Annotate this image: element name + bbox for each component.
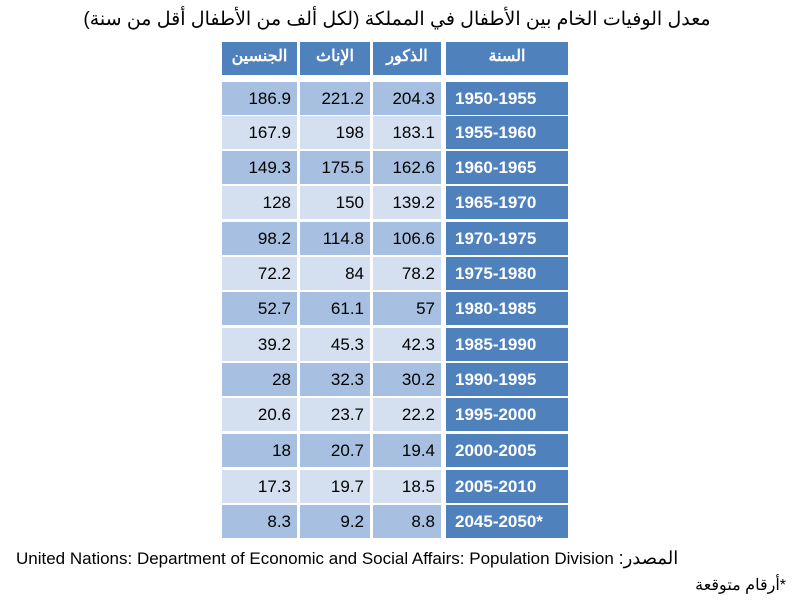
cell-both: 128 xyxy=(222,186,297,219)
table-row: 17.3 19.7 18.5 2005-2010 xyxy=(0,470,794,503)
table-row: 149.3 175.5 162.6 1960-1965 xyxy=(0,151,794,184)
header-male: الذكور xyxy=(373,42,441,75)
table-row: 186.9 221.2 204.3 1950-1955 xyxy=(0,82,794,115)
cell-year: 1990-1995 xyxy=(446,363,568,396)
source-text: United Nations: Department of Economic a… xyxy=(16,549,614,568)
table-row: 39.2 45.3 42.3 1985-1990 xyxy=(0,328,794,361)
source-line: United Nations: Department of Economic a… xyxy=(16,548,776,569)
cell-male: 42.3 xyxy=(373,328,441,361)
cell-male: 18.5 xyxy=(373,470,441,503)
source-label: المصدر: xyxy=(618,548,679,568)
cell-both: 72.2 xyxy=(222,257,297,290)
cell-male: 106.6 xyxy=(373,222,441,255)
cell-both: 20.6 xyxy=(222,398,297,431)
header-female: الإناث xyxy=(300,42,370,75)
cell-female: 20.7 xyxy=(300,434,370,467)
cell-year: 1970-1975 xyxy=(446,222,568,255)
cell-male: 162.6 xyxy=(373,151,441,184)
cell-both: 17.3 xyxy=(222,470,297,503)
table-row: 98.2 114.8 106.6 1970-1975 xyxy=(0,222,794,255)
cell-male: 57 xyxy=(373,292,441,325)
footnote: *أرقام متوقعة xyxy=(695,577,786,594)
cell-male: 30.2 xyxy=(373,363,441,396)
cell-female: 45.3 xyxy=(300,328,370,361)
cell-both: 149.3 xyxy=(222,151,297,184)
table-row: 18 20.7 19.4 2000-2005 xyxy=(0,434,794,467)
cell-year: 1965-1970 xyxy=(446,186,568,219)
cell-year: 1985-1990 xyxy=(446,328,568,361)
cell-both: 8.3 xyxy=(222,505,297,538)
table-row: 72.2 84 78.2 1975-1980 xyxy=(0,257,794,290)
cell-female: 9.2 xyxy=(300,505,370,538)
cell-year: 1960-1965 xyxy=(446,151,568,184)
table-row: 8.3 9.2 8.8 2045-2050* xyxy=(0,505,794,538)
table-row: 28 32.3 30.2 1990-1995 xyxy=(0,363,794,396)
cell-female: 19.7 xyxy=(300,470,370,503)
cell-female: 198 xyxy=(300,116,370,149)
cell-year: 2005-2010 xyxy=(446,470,568,503)
cell-female: 32.3 xyxy=(300,363,370,396)
cell-male: 204.3 xyxy=(373,82,441,115)
cell-both: 167.9 xyxy=(222,116,297,149)
cell-year: 2045-2050* xyxy=(446,505,568,538)
table-row: 167.9 198 183.1 1955-1960 xyxy=(0,116,794,149)
table-row: 128 150 139.2 1965-1970 xyxy=(0,186,794,219)
cell-male: 139.2 xyxy=(373,186,441,219)
cell-female: 23.7 xyxy=(300,398,370,431)
table-row: 52.7 61.1 57 1980-1985 xyxy=(0,292,794,325)
table-row: 20.6 23.7 22.2 1995-2000 xyxy=(0,398,794,431)
page-title: معدل الوفيات الخام بين الأطفال في المملك… xyxy=(83,9,711,30)
cell-male: 78.2 xyxy=(373,257,441,290)
header-both: الجنسين xyxy=(222,42,297,75)
header-year: السنة xyxy=(446,42,568,75)
cell-year: 1975-1980 xyxy=(446,257,568,290)
cell-male: 183.1 xyxy=(373,116,441,149)
cell-female: 221.2 xyxy=(300,82,370,115)
cell-both: 98.2 xyxy=(222,222,297,255)
cell-male: 22.2 xyxy=(373,398,441,431)
cell-both: 39.2 xyxy=(222,328,297,361)
cell-both: 28 xyxy=(222,363,297,396)
cell-female: 150 xyxy=(300,186,370,219)
cell-male: 8.8 xyxy=(373,505,441,538)
cell-year: 1980-1985 xyxy=(446,292,568,325)
cell-both: 52.7 xyxy=(222,292,297,325)
cell-female: 114.8 xyxy=(300,222,370,255)
cell-female: 84 xyxy=(300,257,370,290)
cell-both: 186.9 xyxy=(222,82,297,115)
cell-year: 2000-2005 xyxy=(446,434,568,467)
cell-both: 18 xyxy=(222,434,297,467)
cell-female: 61.1 xyxy=(300,292,370,325)
cell-year: 1955-1960 xyxy=(446,116,568,149)
cell-year: 1950-1955 xyxy=(446,82,568,115)
cell-female: 175.5 xyxy=(300,151,370,184)
cell-male: 19.4 xyxy=(373,434,441,467)
cell-year: 1995-2000 xyxy=(446,398,568,431)
